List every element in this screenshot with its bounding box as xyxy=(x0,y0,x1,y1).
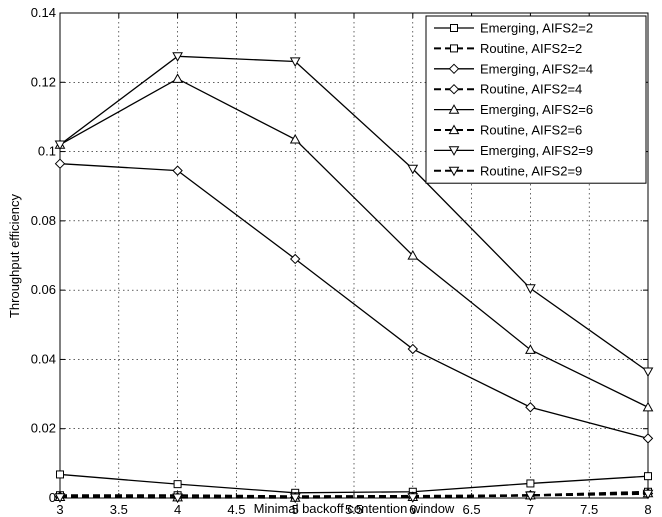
y-tick-label: 0.08 xyxy=(31,213,56,228)
x-tick-label: 7 xyxy=(527,502,534,517)
legend-label: Emerging, AIFS2=9 xyxy=(480,143,593,158)
data-point xyxy=(525,402,536,413)
legend: Emerging, AIFS2=2 Routine, AIFS2=2 Emergin… xyxy=(425,15,647,184)
data-point xyxy=(407,493,419,503)
series-line xyxy=(59,473,649,494)
y-axis-label: Throughput efficiency xyxy=(7,193,22,318)
legend-label: Routine, AIFS2=6 xyxy=(480,123,582,138)
data-point xyxy=(54,158,66,169)
series-line xyxy=(59,163,649,440)
x-axis-label: Minimal backoff contention window xyxy=(254,501,455,516)
data-point xyxy=(289,493,301,504)
legend-marker xyxy=(448,146,460,156)
data-point xyxy=(526,479,535,488)
data-point xyxy=(54,140,66,151)
legend-marker xyxy=(448,104,460,114)
x-tick-label: 6.5 xyxy=(463,502,481,517)
data-point xyxy=(407,164,419,175)
legend-marker xyxy=(448,124,460,135)
legend-label: Routine, AIFS2=4 xyxy=(480,82,582,97)
data-point xyxy=(644,472,652,481)
data-point xyxy=(54,493,66,503)
data-point xyxy=(642,401,654,412)
series-group xyxy=(54,52,654,504)
legend-marker xyxy=(450,24,458,32)
data-point xyxy=(289,133,301,144)
x-tick-label: 5.5 xyxy=(345,502,363,517)
legend-label: Routine, AIFS2=2 xyxy=(480,41,582,56)
series-emerging-0 xyxy=(56,470,652,497)
legend-label: Emerging, AIFS2=4 xyxy=(480,61,593,76)
y-tick-label: 0.14 xyxy=(31,5,56,20)
x-tick-label: 5 xyxy=(292,502,299,517)
y-tick-label: 0.02 xyxy=(31,421,56,436)
x-tick-label: 3.5 xyxy=(110,502,128,517)
data-point xyxy=(525,491,536,502)
legend-label: Emerging, AIFS2=6 xyxy=(480,102,593,117)
data-point xyxy=(525,284,536,294)
series-line xyxy=(59,492,649,499)
axis-ticks: 3 3.5 4 4.5 5 5.5 6 6.5 7 7.5 8 0 0.02 0.04 0.06 0.08 0.… xyxy=(31,5,652,517)
data-point xyxy=(172,493,183,504)
data-point xyxy=(172,73,183,83)
series-emerging-2 xyxy=(54,158,654,444)
data-point xyxy=(172,165,183,176)
x-tick-label: 6 xyxy=(409,502,416,517)
y-tick-label: 0.12 xyxy=(31,74,56,89)
data-point xyxy=(642,433,654,444)
x-tick-label: 4.5 xyxy=(227,502,245,517)
legend-marker xyxy=(448,63,460,75)
legend-box xyxy=(425,15,647,184)
data-point xyxy=(642,367,654,378)
y-tick-label: 0 xyxy=(49,490,56,505)
data-point xyxy=(172,52,183,62)
x-tick-label: 3 xyxy=(56,502,63,517)
series-line xyxy=(59,55,649,373)
data-point xyxy=(525,344,536,354)
series-emerging-6 xyxy=(54,52,654,378)
series-line xyxy=(59,78,649,408)
data-point xyxy=(173,480,182,489)
data-point xyxy=(407,249,419,260)
y-tick-label: 0.04 xyxy=(31,351,56,366)
series-routine-7 xyxy=(54,489,654,504)
grid xyxy=(60,13,648,498)
legend-marker xyxy=(448,166,460,177)
data-point xyxy=(56,470,64,479)
x-tick-label: 4 xyxy=(174,502,181,517)
data-point xyxy=(407,343,419,355)
data-point xyxy=(289,57,301,68)
y-tick-label: 0.06 xyxy=(31,282,56,297)
data-point xyxy=(642,489,654,500)
x-tick-label: 7.5 xyxy=(580,502,598,517)
x-tick-label: 8 xyxy=(644,502,651,517)
legend-marker xyxy=(448,83,460,95)
legend-label: Routine, AIFS2=9 xyxy=(480,163,582,178)
data-point xyxy=(289,253,301,265)
y-tick-label: 0.1 xyxy=(38,144,56,159)
legend-marker xyxy=(450,44,458,53)
legend-label: Emerging, AIFS2=2 xyxy=(480,21,593,36)
